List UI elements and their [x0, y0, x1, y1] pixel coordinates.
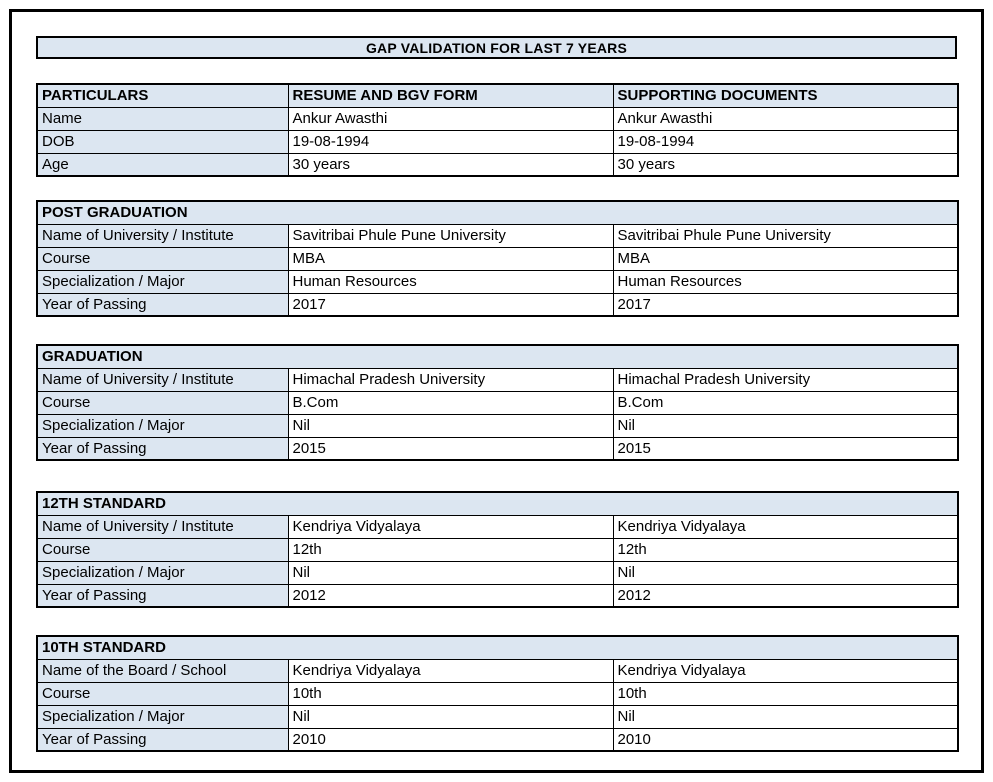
table-row: Course 10th 10th — [36, 681, 959, 706]
section-title: GRADUATION — [36, 344, 959, 369]
resume-value-cell: 19-08-1994 — [287, 129, 614, 154]
resume-value-cell: 10th — [287, 681, 614, 706]
resume-value-cell: Kendriya Vidyalaya — [287, 658, 614, 683]
column-header-cell: RESUME AND BGV FORM — [287, 83, 614, 108]
resume-value-cell: 2010 — [287, 727, 614, 752]
resume-value-cell: Human Resources — [287, 269, 614, 294]
table-row: Year of Passing 2012 2012 — [36, 583, 959, 608]
documents-value-cell: Kendriya Vidyalaya — [612, 658, 959, 683]
section-table: 12TH STANDARD Name of University / Instit… — [36, 491, 960, 608]
column-header-cell: SUPPORTING DOCUMENTS — [612, 83, 959, 108]
documents-value-cell: Himachal Pradesh University — [612, 367, 959, 392]
row-label-cell: DOB — [36, 129, 289, 154]
table-row: Name of University / Institute Savitribai… — [36, 223, 959, 248]
table-row: Course 12th 12th — [36, 537, 959, 562]
documents-value-cell: Nil — [612, 413, 959, 438]
resume-value-cell: MBA — [287, 246, 614, 271]
resume-value-cell: 30 years — [287, 152, 614, 177]
row-label-cell: Year of Passing — [36, 727, 289, 752]
table-row: Name of University / Institute Kendriya V… — [36, 514, 959, 539]
row-label-cell: Age — [36, 152, 289, 177]
documents-value-cell: Kendriya Vidyalaya — [612, 514, 959, 539]
row-label-cell: Specialization / Major — [36, 704, 289, 729]
column-header-cell: PARTICULARS — [36, 83, 289, 108]
row-label-cell: Course — [36, 537, 289, 562]
documents-value-cell: 2012 — [612, 583, 959, 608]
documents-value-cell: 2010 — [612, 727, 959, 752]
documents-value-cell: Nil — [612, 560, 959, 585]
row-label-cell: Name — [36, 106, 289, 131]
resume-value-cell: Nil — [287, 704, 614, 729]
table-row: Name of University / Institute Himachal P… — [36, 367, 959, 392]
section-table: GRADUATION Name of University / Institute… — [36, 344, 960, 461]
section-title: POST GRADUATION — [36, 200, 959, 225]
documents-value-cell: 30 years — [612, 152, 959, 177]
section-header-row: POST GRADUATION — [36, 200, 959, 225]
row-label-cell: Specialization / Major — [36, 413, 289, 438]
documents-value-cell: B.Com — [612, 390, 959, 415]
resume-value-cell: 2012 — [287, 583, 614, 608]
row-label-cell: Name of University / Institute — [36, 514, 289, 539]
resume-value-cell: 2015 — [287, 436, 614, 461]
documents-value-cell: 12th — [612, 537, 959, 562]
section-table: 10TH STANDARD Name of the Board / School K… — [36, 635, 960, 752]
section-header-row: 12TH STANDARD — [36, 491, 959, 516]
documents-value-cell: 2017 — [612, 292, 959, 317]
row-label-cell: Course — [36, 681, 289, 706]
table-row: Year of Passing 2017 2017 — [36, 292, 959, 317]
section-table: POST GRADUATION Name of University / Inst… — [36, 200, 960, 317]
particulars-table: PARTICULARS RESUME AND BGV FORM SUPPORTING… — [36, 83, 959, 177]
particulars-header-row: PARTICULARS RESUME AND BGV FORM SUPPORTING… — [36, 83, 959, 108]
resume-value-cell: Nil — [287, 413, 614, 438]
table-row: DOB 19-08-1994 19-08-1994 — [36, 129, 959, 154]
documents-value-cell: Ankur Awasthi — [612, 106, 959, 131]
section-title: 10TH STANDARD — [36, 635, 959, 660]
documents-value-cell: Savitribai Phule Pune University — [612, 223, 959, 248]
resume-value-cell: Ankur Awasthi — [287, 106, 614, 131]
section-header-row: GRADUATION — [36, 344, 959, 369]
section-title: 12TH STANDARD — [36, 491, 959, 516]
row-label-cell: Name of the Board / School — [36, 658, 289, 683]
documents-value-cell: MBA — [612, 246, 959, 271]
row-label-cell: Name of University / Institute — [36, 223, 289, 248]
table-row: Specialization / Major Nil Nil — [36, 413, 959, 438]
row-label-cell: Course — [36, 390, 289, 415]
table-row: Specialization / Major Human Resources Hum… — [36, 269, 959, 294]
resume-value-cell: 2017 — [287, 292, 614, 317]
row-label-cell: Year of Passing — [36, 436, 289, 461]
table-row: Specialization / Major Nil Nil — [36, 704, 959, 729]
page-border — [9, 9, 984, 773]
section-header-row: 10TH STANDARD — [36, 635, 959, 660]
row-label-cell: Year of Passing — [36, 292, 289, 317]
documents-value-cell: 2015 — [612, 436, 959, 461]
document-title-banner: GAP VALIDATION FOR LAST 7 YEARS — [36, 36, 957, 59]
documents-value-cell: 10th — [612, 681, 959, 706]
row-label-cell: Year of Passing — [36, 583, 289, 608]
row-label-cell: Specialization / Major — [36, 560, 289, 585]
row-label-cell: Course — [36, 246, 289, 271]
documents-value-cell: Human Resources — [612, 269, 959, 294]
table-row: Course B.Com B.Com — [36, 390, 959, 415]
resume-value-cell: Savitribai Phule Pune University — [287, 223, 614, 248]
table-row: Name of the Board / School Kendriya Vidya… — [36, 658, 959, 683]
document-title: GAP VALIDATION FOR LAST 7 YEARS — [365, 39, 628, 56]
table-row: Age 30 years 30 years — [36, 152, 959, 177]
documents-value-cell: 19-08-1994 — [612, 129, 959, 154]
table-row: Specialization / Major Nil Nil — [36, 560, 959, 585]
table-row: Year of Passing 2010 2010 — [36, 727, 959, 752]
table-row: Course MBA MBA — [36, 246, 959, 271]
row-label-cell: Specialization / Major — [36, 269, 289, 294]
resume-value-cell: Nil — [287, 560, 614, 585]
row-label-cell: Name of University / Institute — [36, 367, 289, 392]
table-row: Year of Passing 2015 2015 — [36, 436, 959, 461]
resume-value-cell: Himachal Pradesh University — [287, 367, 614, 392]
resume-value-cell: 12th — [287, 537, 614, 562]
resume-value-cell: B.Com — [287, 390, 614, 415]
resume-value-cell: Kendriya Vidyalaya — [287, 514, 614, 539]
table-row: Name Ankur Awasthi Ankur Awasthi — [36, 106, 959, 131]
documents-value-cell: Nil — [612, 704, 959, 729]
